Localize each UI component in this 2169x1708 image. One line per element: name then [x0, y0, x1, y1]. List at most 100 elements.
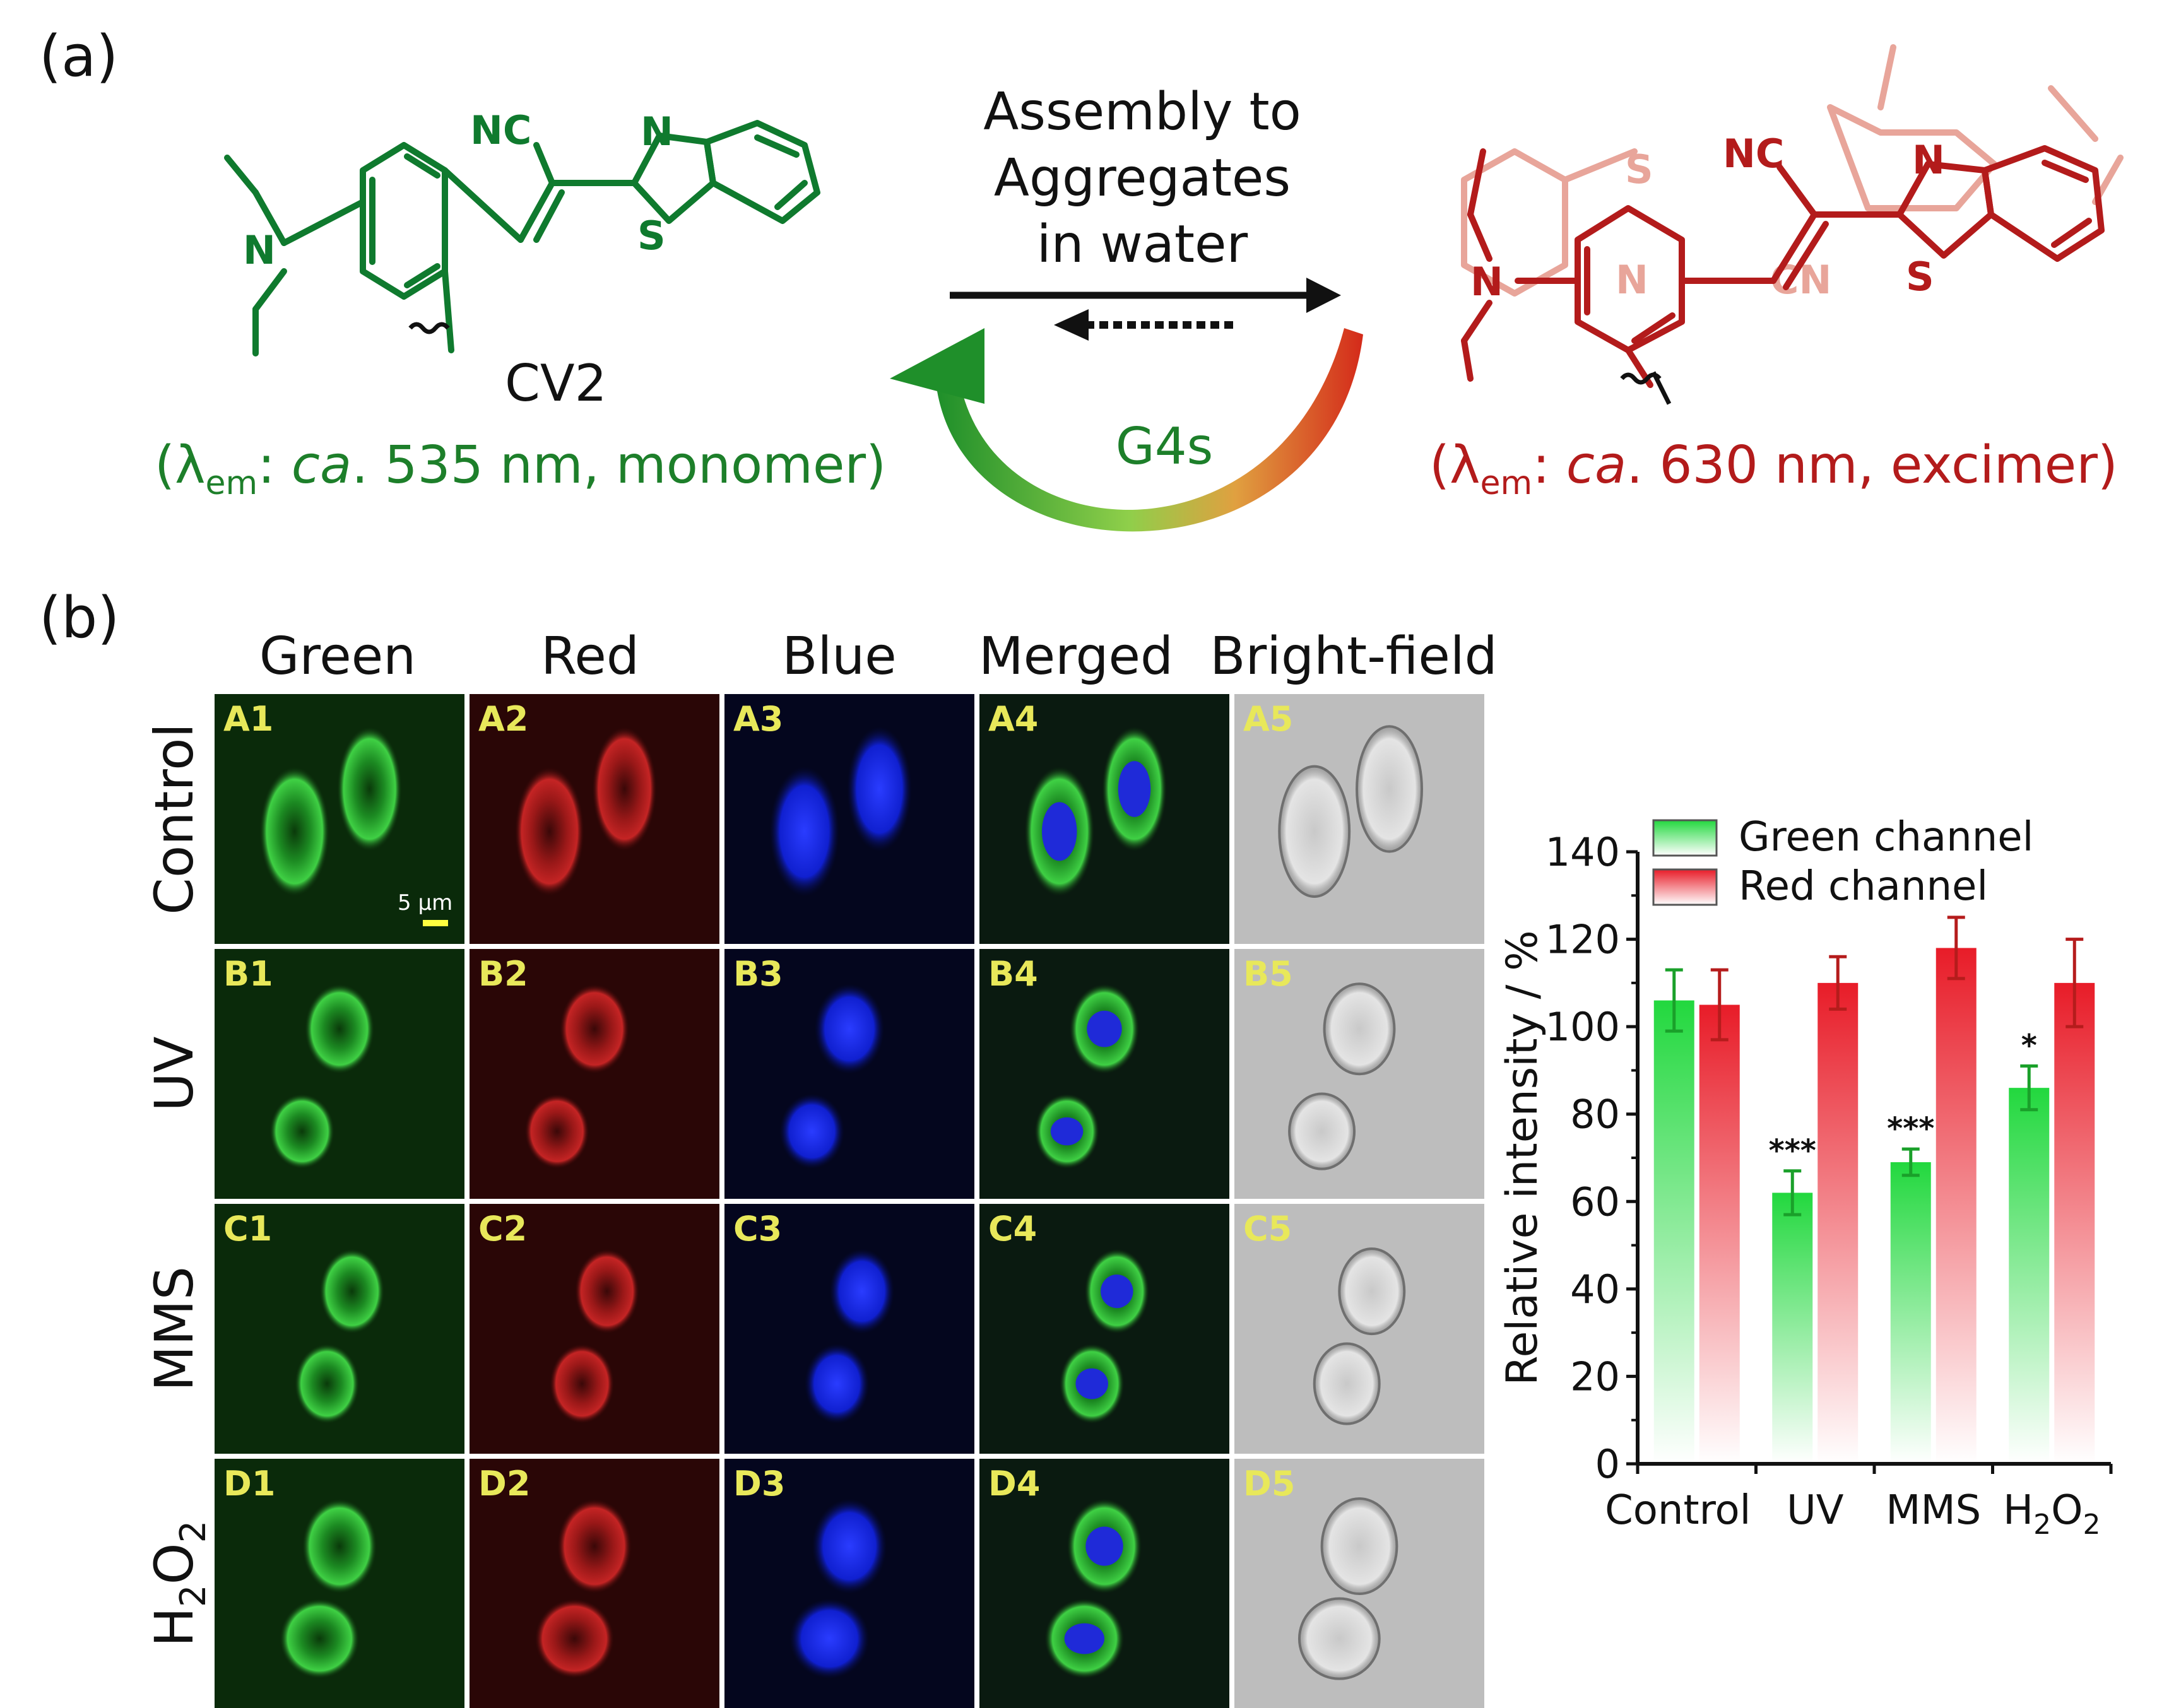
cell-outline	[1356, 725, 1424, 853]
micrograph-label: B1	[223, 954, 273, 994]
nucleus-shape	[1087, 1010, 1122, 1047]
cv2-structure	[224, 120, 820, 356]
nucleus-shape	[1101, 1274, 1133, 1309]
cell-shape	[1357, 726, 1422, 852]
excimer-structure	[1461, 145, 2105, 388]
micrograph-label: D3	[733, 1464, 785, 1504]
micrograph-background	[1234, 694, 1484, 944]
error-bar	[1947, 916, 1965, 981]
process-line2: Aggregates	[994, 148, 1291, 208]
x-tick-label: H2O2	[2003, 1487, 2101, 1541]
forward-arrow	[950, 278, 1341, 313]
y-tick-label: 140	[1545, 829, 1620, 875]
micrograph-label: D1	[223, 1464, 275, 1504]
cell-shape	[592, 726, 657, 852]
cell-shape	[1289, 1093, 1355, 1169]
cell-outline	[1278, 765, 1351, 898]
micrograph-label: B2	[478, 954, 528, 994]
cell-shape	[1339, 1249, 1405, 1334]
cell-shape	[769, 766, 840, 897]
error-bar	[1665, 968, 1683, 1033]
nucleus-shape	[1042, 802, 1077, 861]
g4s-label: G4s	[1116, 417, 1214, 476]
cell-shape	[574, 1249, 640, 1334]
microscopy-grid: A1 5 μm A2 A3 A4 A5 B1 B2 B3 B4 B5 C1 C2 C3 C4 C5 D1 D2 D3…	[215, 694, 1484, 1708]
green-channel-bar	[1890, 1162, 1931, 1464]
cell-shape	[1299, 1598, 1380, 1679]
cell-outline	[1313, 1342, 1381, 1425]
excimer-ghost-s: S	[1625, 146, 1653, 192]
reverse-dotted-arrow	[1054, 309, 1237, 341]
x-tick-label: MMS	[1886, 1487, 1981, 1534]
column-header: Bright-field	[1210, 627, 1497, 686]
row-label: Control	[143, 723, 205, 915]
column-header: Red	[541, 627, 639, 686]
y-tick-label: 80	[1570, 1092, 1620, 1138]
nucleus-shape	[1118, 761, 1151, 817]
cell-shape	[847, 726, 912, 852]
micrograph-tile: C5	[1234, 1204, 1484, 1454]
micrograph-tile: B5	[1234, 949, 1484, 1199]
y-tick-label: 20	[1570, 1353, 1620, 1399]
right-caption: (λem: ca. 630 nm, excimer)	[1429, 435, 2118, 502]
micrograph-tile: A1 5 μm	[215, 694, 464, 944]
micrograph-label: D5	[1243, 1464, 1295, 1504]
significance-mark: *	[2021, 1028, 2037, 1064]
cell-shape	[337, 726, 403, 852]
cell-shape	[779, 1093, 845, 1169]
cell-outline	[1323, 982, 1396, 1076]
left-caption: (λem: ca. 535 nm, monomer)	[155, 435, 886, 502]
micrograph-label: B5	[1243, 954, 1293, 994]
row-label: UV	[143, 1037, 205, 1112]
micrograph-tile: B1	[215, 949, 464, 1199]
scale-bar-label: 5 μm	[398, 890, 452, 916]
micrograph-label: C2	[478, 1209, 527, 1249]
error-bar	[1783, 1169, 1802, 1216]
micrograph-tile: B4	[979, 949, 1229, 1199]
error-bar	[1829, 955, 1847, 1011]
micrograph-label: A5	[1243, 699, 1293, 739]
x-tick-label: Control	[1605, 1487, 1751, 1534]
cell-shape	[557, 1499, 632, 1594]
green-channel-bar	[2009, 1088, 2050, 1464]
cell-shape	[514, 766, 585, 897]
cv2-s-ring: S	[637, 213, 666, 259]
panel-b-label: (b)	[39, 585, 119, 651]
row-labels: Control UV MMS H2O2	[143, 723, 214, 1647]
column-headers: Green Red Blue Merged Bright-field	[259, 627, 1498, 686]
excimer-s-ring: S	[1906, 254, 1934, 300]
nucleus-shape	[1075, 1368, 1108, 1399]
x-axis: Control UV MMS H2O2	[1605, 1462, 2113, 1541]
micrograph-tile: D2	[470, 1459, 719, 1708]
cell-shape	[549, 1343, 615, 1424]
excimer-wavy-bond	[1620, 371, 1672, 405]
cv2-n-amine: N	[243, 227, 276, 273]
red-channel-bar	[1936, 948, 1977, 1464]
panel-a-label: (a)	[39, 23, 118, 90]
micrograph-tile: C4	[979, 1204, 1229, 1454]
micrograph-tile: A3	[724, 694, 974, 944]
micrograph-background	[215, 694, 464, 944]
cell-shape	[534, 1598, 615, 1679]
legend-label: Green channel	[1739, 814, 2033, 861]
cell-shape	[1279, 766, 1350, 897]
micrograph-label: A2	[478, 699, 528, 739]
g4s-curved-arrow	[890, 328, 1363, 532]
error-bar	[1901, 1147, 1920, 1177]
micrograph-tile: C1	[215, 1204, 464, 1454]
excimer-n-ring: N	[1912, 137, 1945, 183]
excimer-ghost-n: N	[1616, 257, 1648, 303]
red-channel-bar	[2054, 982, 2095, 1464]
row-label: H2O2	[143, 1521, 214, 1647]
legend-swatch	[1652, 819, 1718, 857]
cell-shape	[279, 1598, 360, 1679]
cell-shape	[559, 984, 630, 1075]
y-tick-label: 0	[1595, 1441, 1620, 1487]
micrograph-tile: D4	[979, 1459, 1229, 1708]
cell-shape	[1321, 1499, 1397, 1594]
micrograph-background	[979, 694, 1229, 944]
y-axis-label: Relative intensity / %	[1498, 930, 1547, 1385]
micrograph-label: A4	[988, 699, 1038, 739]
